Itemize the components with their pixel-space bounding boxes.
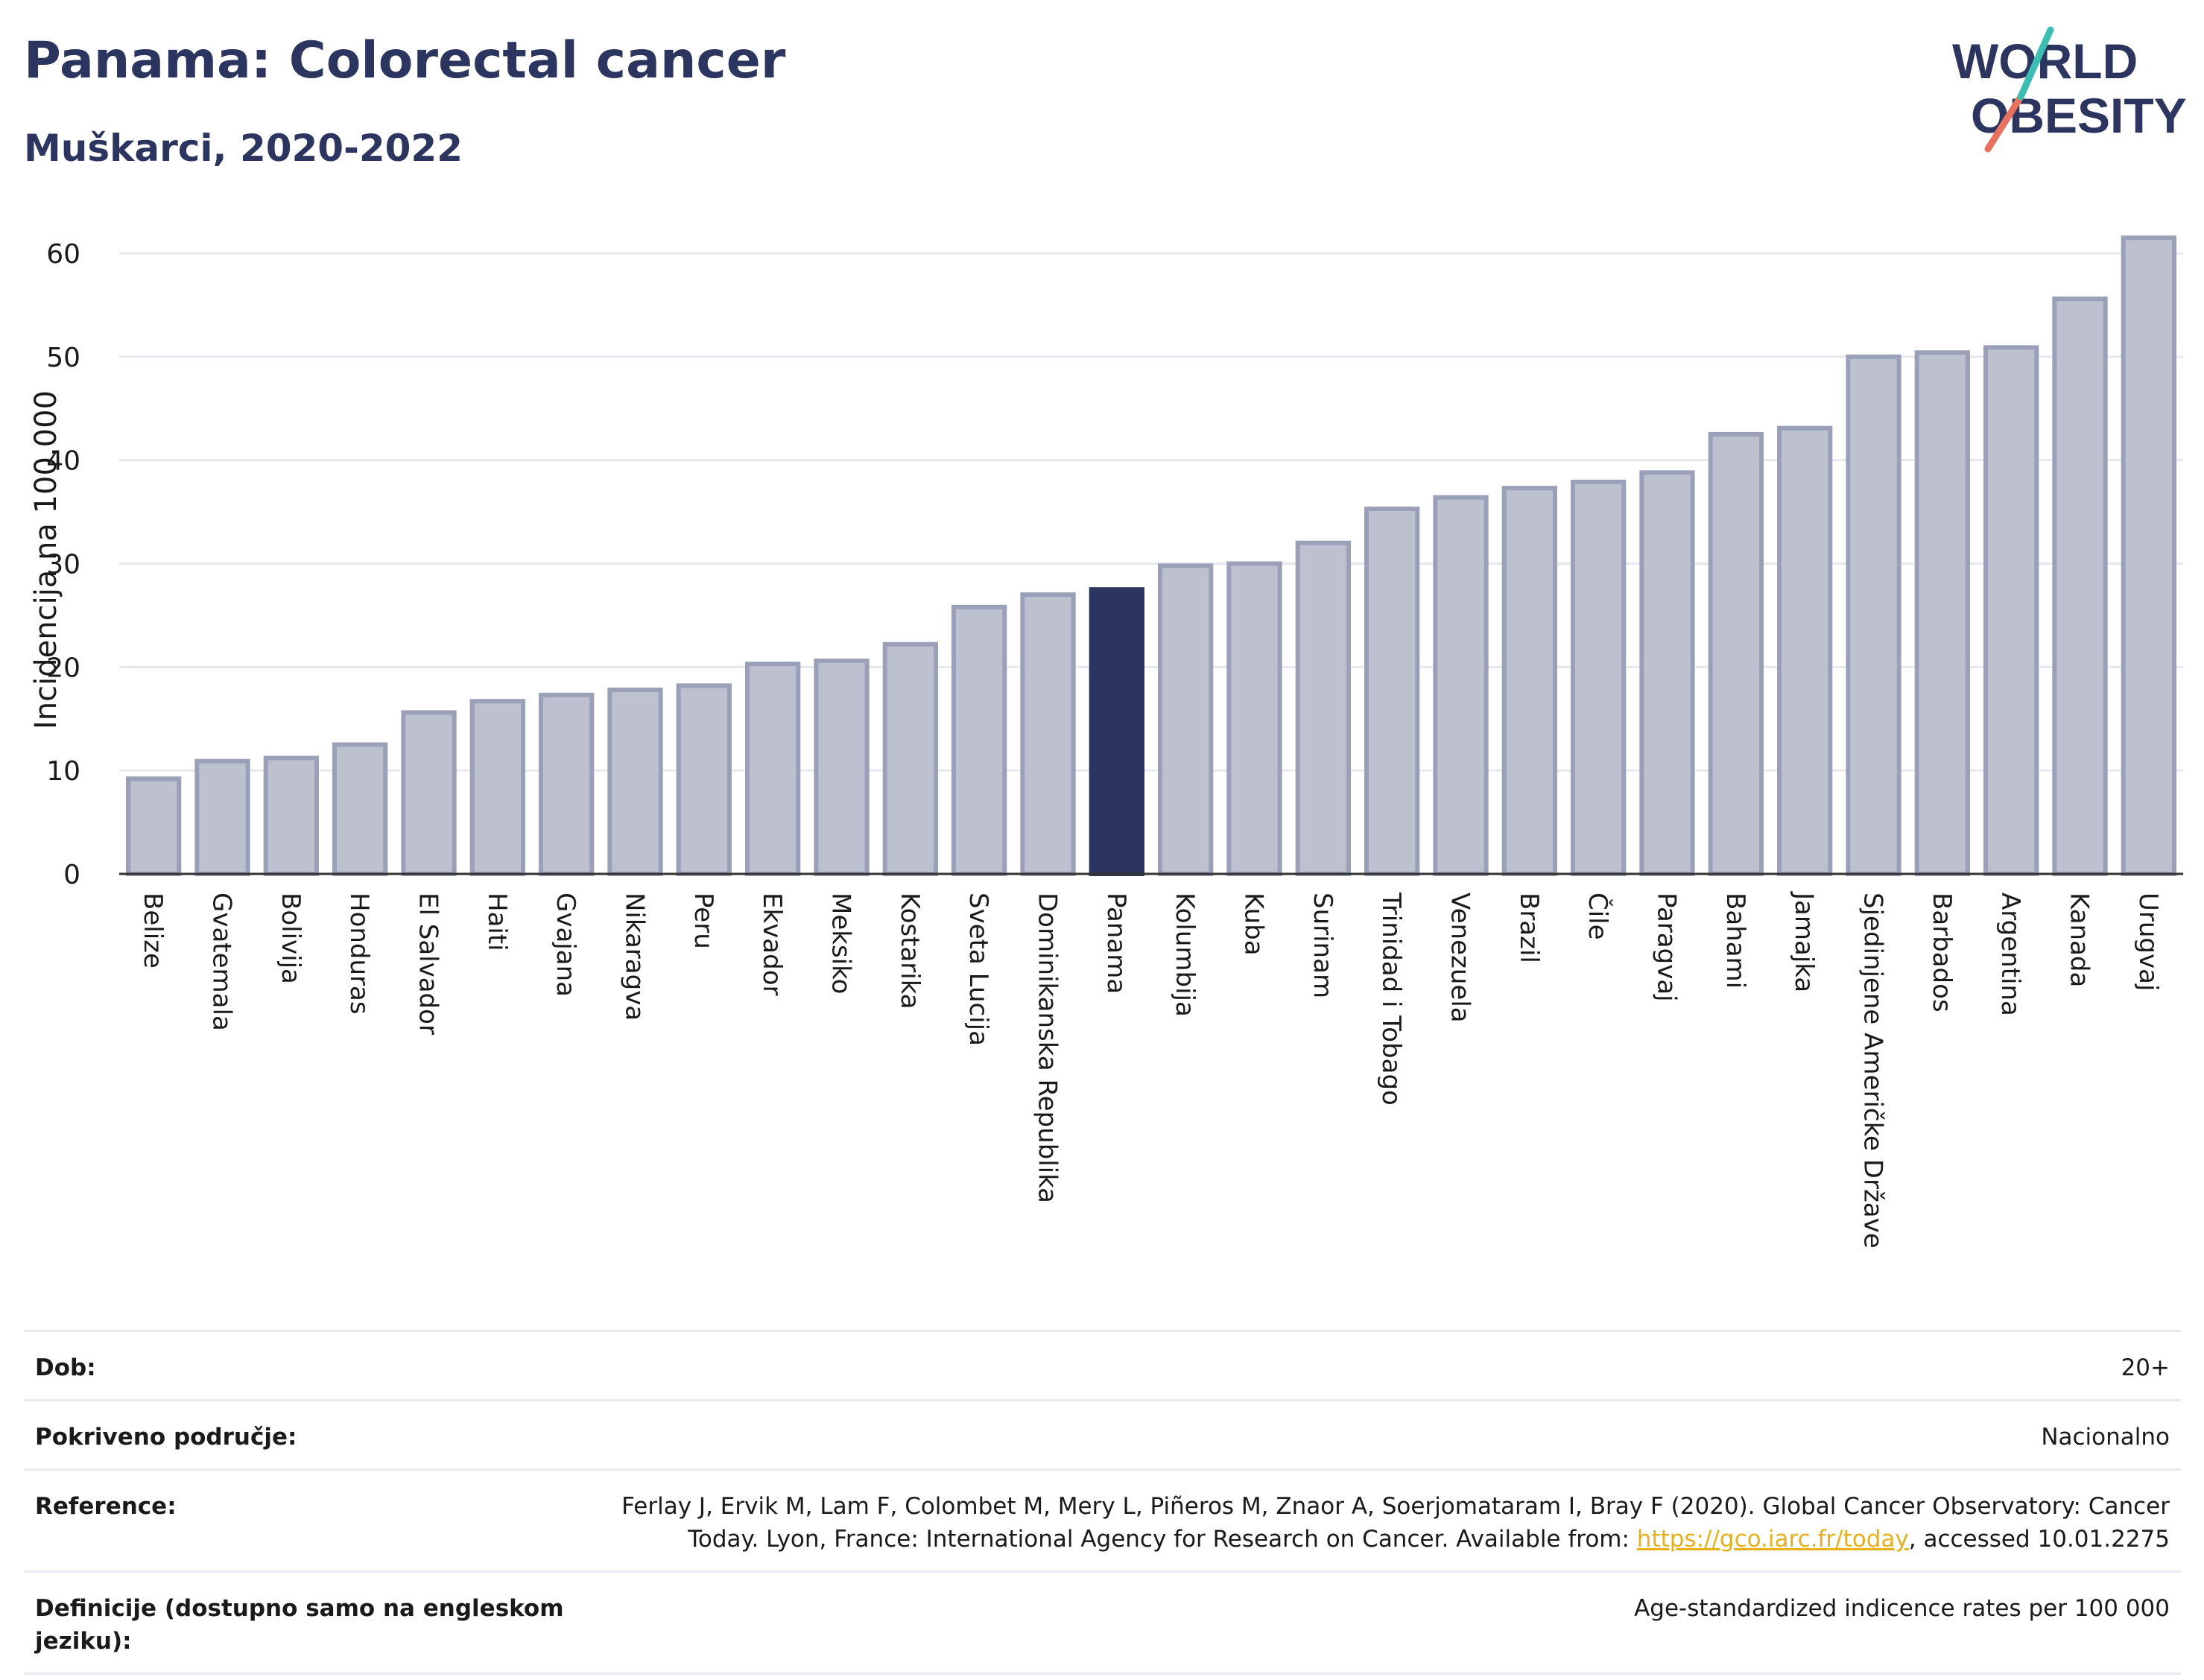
x-tick-label: Kolumbija [1170,893,1200,1017]
logo-slash-upper [2017,26,2054,101]
x-tick-label: Honduras [344,893,374,1015]
x-tick-label: Barbados [1927,893,1957,1012]
y-tick-label: 20 [46,653,80,683]
info-label: Reference: [35,1493,177,1520]
x-tick-label: Paragvaj [1652,893,1682,1002]
bar [1846,354,1901,877]
x-tick-label: Čile [1583,893,1613,940]
bar [1295,540,1351,876]
page-subtitle: Muškarci, 2020-2022 [24,127,463,170]
info-row-age: Dob: 20+ [24,1330,2181,1399]
page-title: Panama: Colorectal cancer [24,31,786,90]
y-tick-label: 60 [46,239,80,270]
x-tick-label: Venezuela [1445,893,1475,1023]
bar [126,776,182,876]
x-tick-label: Panama [1101,893,1131,994]
y-axis-label: Incidencija na 100.000 [29,390,63,729]
x-tick-label: El Salvador [414,893,443,1035]
info-label: Definicije (dostupno samo na engleskom j… [35,1595,564,1655]
bar [1364,506,1420,876]
x-tick-label: Kuba [1239,893,1269,956]
x-tick-label: Gvajana [551,893,580,997]
bar [194,758,250,877]
bar [332,742,388,876]
y-tick-label: 50 [46,343,80,373]
x-tick-label: Sjedinjene Američke Države [1858,893,1888,1249]
x-tick-label: Kostarika [895,893,925,1009]
bar [1777,425,1833,876]
info-value: 20+ [2121,1354,2170,1381]
bar [263,755,319,876]
info-value: Nacionalno [2041,1424,2170,1451]
bar [1501,486,1557,876]
bar [1983,345,2039,877]
x-tick-label: Ekvador [757,893,787,996]
bar [2121,235,2176,876]
bar [1708,431,1764,876]
x-tick-label: Trinidad i Tobago [1376,892,1406,1106]
x-tick-label: Meksiko [826,893,856,994]
info-row-definitions: Definicije (dostupno samo na engleskom j… [24,1570,2181,1675]
x-tick-label: Surinam [1308,893,1337,998]
x-tick-label: Bolivija [276,893,305,984]
x-tick-label: Haiti [482,893,512,951]
reference-accessed: , accessed 10.01.2275 [1908,1526,2170,1553]
bar [882,641,938,876]
info-row-coverage: Pokriveno područje: Nacionalno [24,1399,2181,1468]
bar [1433,495,1489,876]
bar [401,710,457,876]
reference-link[interactable]: https://gco.iarc.fr/today [1636,1526,1909,1553]
y-tick-label: 40 [46,446,80,477]
x-tick-label: Kanada [2065,893,2094,987]
x-tick-label: Nikaragva [620,893,650,1021]
x-tick-label: Gvatemala [207,893,237,1031]
logo-slash-lower [1984,93,2024,153]
x-tick-label: Bahami [1720,893,1750,989]
bar [1089,587,1144,876]
info-label: Pokriveno područje: [35,1424,297,1451]
x-tick-label: Sveta Lucija [963,893,993,1046]
bar [814,659,870,877]
reference-text: Ferlay J, Ervik M, Lam F, Colombet M, Me… [621,1493,2170,1553]
info-value: Age-standardized indicence rates per 100… [1634,1595,2170,1622]
bar [1158,563,1214,876]
y-tick-label: 10 [46,756,80,787]
bar [539,692,595,877]
bar [2052,297,2108,876]
bar [1571,479,1627,876]
x-tick-label: Urugvaj [2133,893,2163,991]
bar [676,683,732,876]
x-tick-label: Peru [688,893,718,949]
info-row-reference: Reference: Ferlay J, Ervik M, Lam F, Col… [24,1468,2181,1570]
y-tick-label: 30 [46,550,80,580]
bar [1226,561,1282,876]
x-tick-label: Belize [138,893,168,969]
bar [1020,592,1076,877]
info-label: Dob: [35,1354,96,1381]
y-tick-label: 0 [63,860,80,890]
x-tick-label: Jamajka [1789,891,1819,992]
x-tick-label: Brazil [1514,893,1544,963]
bar [1639,470,1695,876]
bar [951,604,1007,876]
bar-chart: 0 10 20 30 40 50 60 Incidencija na 100.000 Beliz… [29,235,2183,1249]
bar [607,687,663,876]
x-tick-label: Dominikanska Republika [1033,893,1063,1203]
world-obesity-logo: WORLD OBESITY [1952,26,2187,153]
info-table: Dob: 20+ Pokriveno područje: Nacionalno … [24,1330,2181,1675]
info-value: Ferlay J, Ervik M, Lam F, Colombet M, Me… [605,1490,2170,1556]
bar [469,699,525,876]
bar [1914,350,1970,876]
bar [745,662,801,876]
x-tick-label: Argentina [1995,893,2025,1016]
